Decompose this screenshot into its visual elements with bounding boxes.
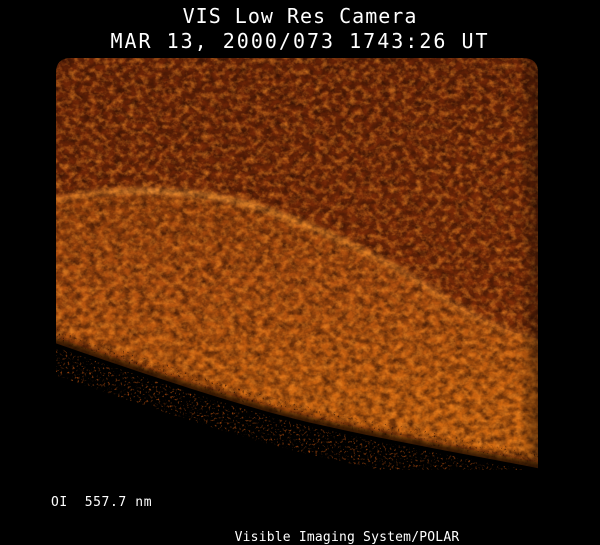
camera-title: VIS Low Res Camera: [182, 4, 418, 28]
night-region: [56, 342, 538, 470]
credits-block: Visible Imaging System/POLAR The Univers…: [217, 494, 477, 545]
credit-instrument-label: Visible Imaging System/POLAR: [234, 530, 460, 545]
right-edge-shadow: [516, 58, 538, 470]
camera-image-frame: [56, 58, 538, 470]
emission-wavelength-label: OI 557.7 nm: [51, 495, 153, 510]
header: VIS Low Res Camera MAR 13, 2000/073 1743…: [0, 3, 600, 54]
terminator-speckles-dark: [56, 326, 538, 467]
terminator-speckles-bright: [56, 346, 538, 470]
camera-image: [56, 58, 538, 470]
timestamp-label: MAR 13, 2000/073 1743:26 UT: [110, 29, 490, 53]
